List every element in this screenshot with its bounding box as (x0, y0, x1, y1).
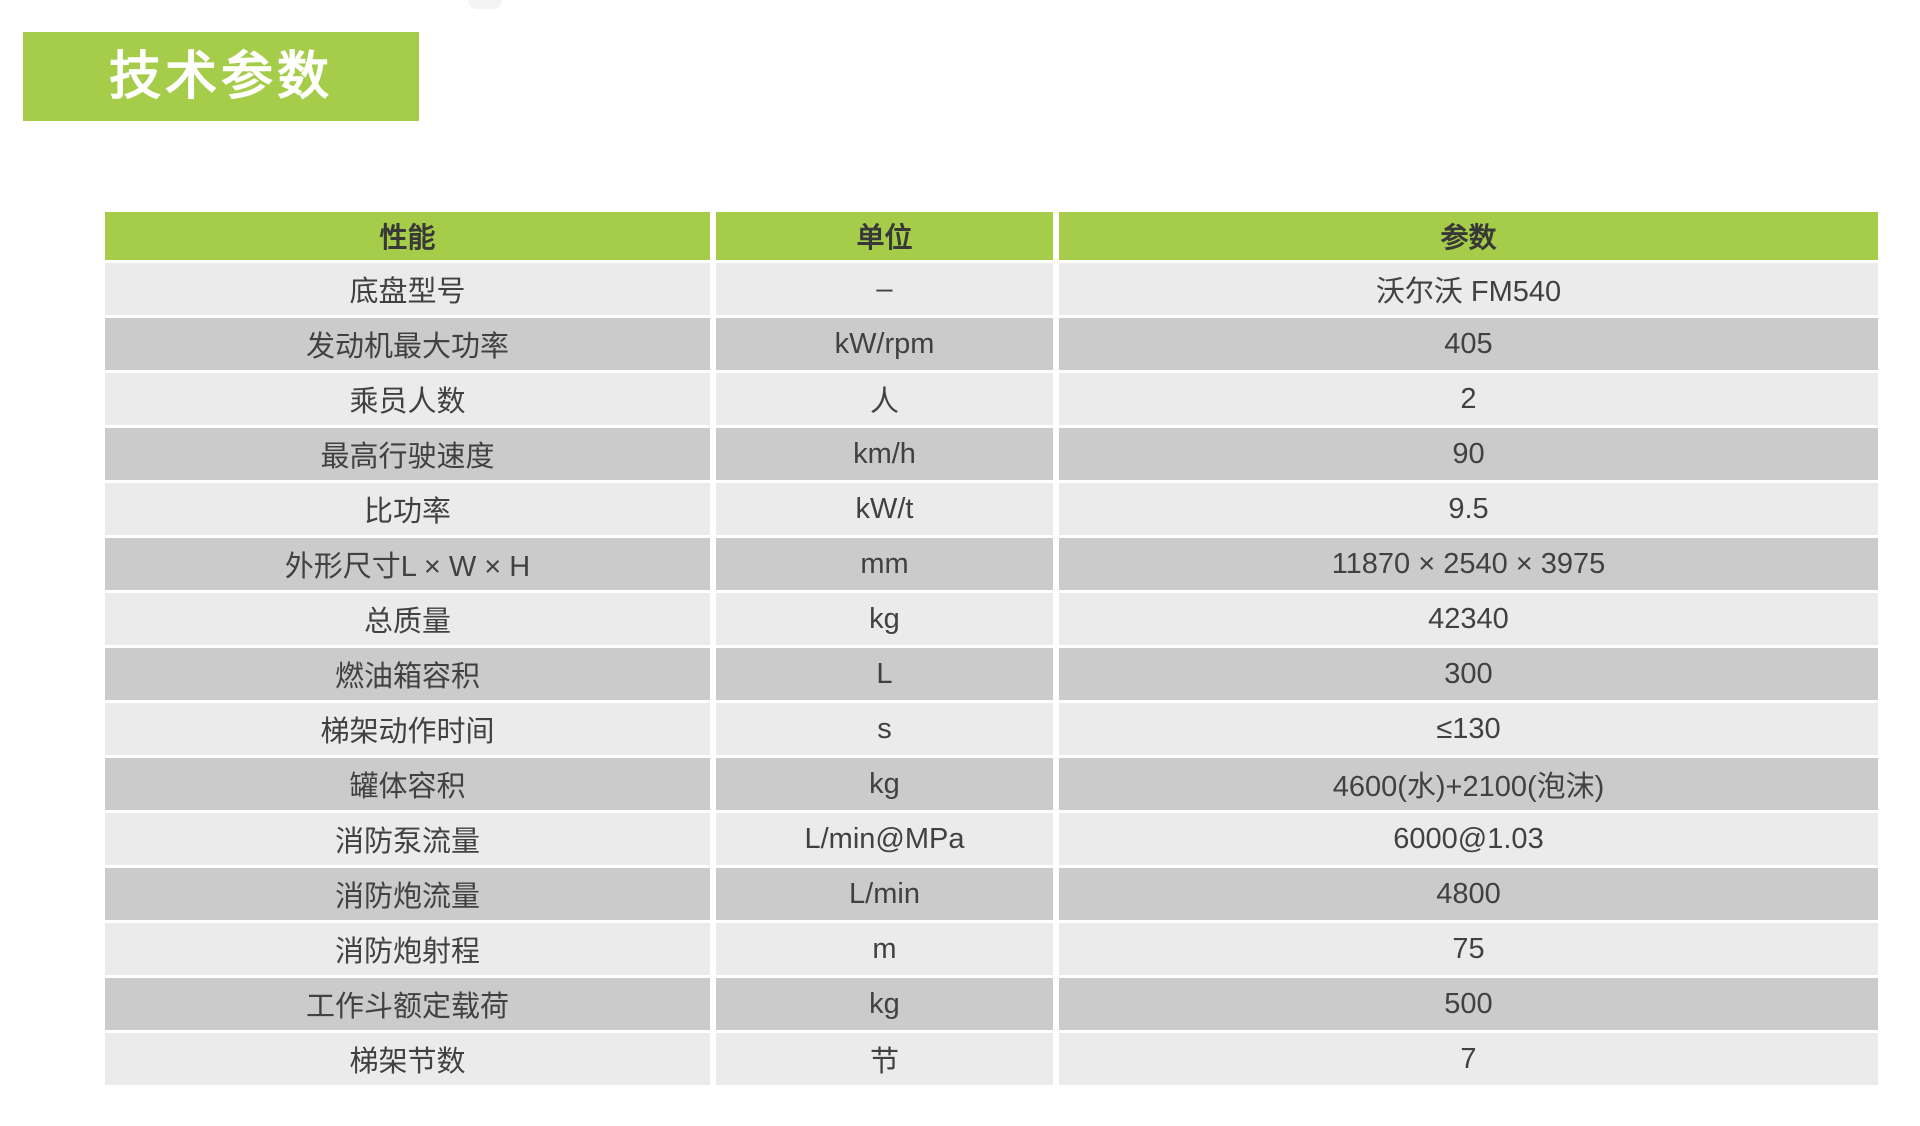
cell-property: 燃油箱容积 (105, 648, 710, 700)
cell-unit: m (716, 923, 1053, 975)
cell-value: 90 (1059, 428, 1878, 480)
cell-value: 11870 × 2540 × 3975 (1059, 538, 1878, 590)
cell-value: 4800 (1059, 868, 1878, 920)
cell-property: 乘员人数 (105, 373, 710, 425)
cell-property: 发动机最大功率 (105, 318, 710, 370)
cell-property: 底盘型号 (105, 263, 710, 315)
column-header-value: 参数 (1059, 212, 1878, 260)
cell-property: 最高行驶速度 (105, 428, 710, 480)
cell-value: 7 (1059, 1033, 1878, 1085)
cell-unit: kW/t (716, 483, 1053, 535)
cell-unit: s (716, 703, 1053, 755)
cell-property: 总质量 (105, 593, 710, 645)
cell-unit: kW/rpm (716, 318, 1053, 370)
cell-unit: L (716, 648, 1053, 700)
column-header-unit: 单位 (716, 212, 1053, 260)
section-title: 技术参数 (108, 47, 333, 106)
cell-unit: kg (716, 978, 1053, 1030)
cell-property: 比功率 (105, 483, 710, 535)
cell-unit: kg (716, 593, 1053, 645)
top-edge-artifact (468, 0, 502, 9)
spec-table: 性能 单位 参数 底盘型号 – 沃尔沃 FM540 发动机最大功率 kW/rpm 405 乘… (105, 212, 1878, 1085)
cell-unit: L/min (716, 868, 1053, 920)
cell-property: 梯架节数 (105, 1033, 710, 1085)
cell-value: 42340 (1059, 593, 1878, 645)
cell-value: 4600(水)+2100(泡沫) (1059, 758, 1878, 810)
cell-unit: km/h (716, 428, 1053, 480)
cell-unit: 人 (716, 373, 1053, 425)
cell-unit: L/min@MPa (716, 813, 1053, 865)
cell-unit: – (716, 263, 1053, 315)
cell-value: 9.5 (1059, 483, 1878, 535)
cell-value: 沃尔沃 FM540 (1059, 263, 1878, 315)
cell-property: 外形尺寸L × W × H (105, 538, 710, 590)
cell-property: 消防炮射程 (105, 923, 710, 975)
cell-property: 消防炮流量 (105, 868, 710, 920)
cell-value: 6000@1.03 (1059, 813, 1878, 865)
section-title-banner: 技术参数 (23, 32, 419, 121)
cell-value: 405 (1059, 318, 1878, 370)
cell-unit: kg (716, 758, 1053, 810)
cell-unit: mm (716, 538, 1053, 590)
cell-value: 300 (1059, 648, 1878, 700)
cell-value: 500 (1059, 978, 1878, 1030)
cell-property: 罐体容积 (105, 758, 710, 810)
cell-unit: 节 (716, 1033, 1053, 1085)
cell-value: ≤130 (1059, 703, 1878, 755)
cell-value: 2 (1059, 373, 1878, 425)
cell-property: 梯架动作时间 (105, 703, 710, 755)
cell-value: 75 (1059, 923, 1878, 975)
column-header-property: 性能 (105, 212, 710, 260)
cell-property: 消防泵流量 (105, 813, 710, 865)
cell-property: 工作斗额定载荷 (105, 978, 710, 1030)
